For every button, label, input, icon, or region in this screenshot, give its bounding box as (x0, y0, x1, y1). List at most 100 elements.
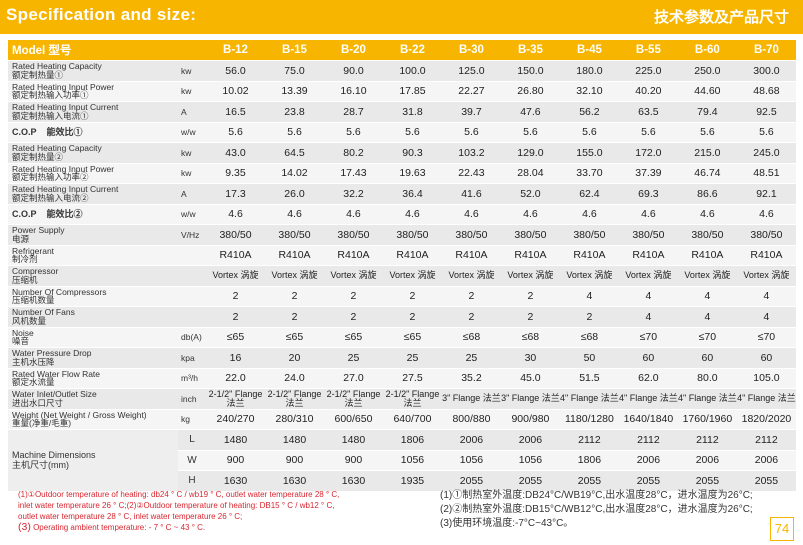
table-header-row: Model 型号 B-12 B-15 B-20 B-22 B-30 B-35 B… (8, 40, 796, 61)
table-cell: 4" Flange 法兰 (677, 388, 737, 410)
table-cell: 2055 (500, 470, 560, 492)
table-row: Water Pressure Drop 主机水压降 kpa 16 20 25 25 25 30 5… (8, 347, 796, 369)
table-cell: 52.0 (500, 183, 560, 205)
table-row: Rated Heating Capacity 额定制热量① kw 56.0 75.0 90… (8, 60, 796, 82)
table-cell: 1480 (323, 429, 383, 451)
table-cell: 23.8 (265, 101, 324, 123)
table-cell: 22.43 (441, 163, 501, 184)
row-label-en: Rated Heating Input Power (12, 81, 115, 92)
row-label-cn: 额定制热输入功率① (12, 90, 89, 101)
row-label-cn: 额定制热输入功率② (12, 172, 89, 183)
table-cell: 5.6 (736, 122, 796, 143)
row-label: Rated Heating Capacity 额定制热量② (8, 142, 178, 164)
table-cell: R410A (323, 245, 383, 266)
table-row: Rated Heating Capacity 额定制热量② kw 43.0 64.5 80… (8, 142, 796, 164)
row-label-en: Rated Heating Input Power (12, 163, 115, 174)
table-cell: 2055 (618, 470, 678, 492)
row-label-en: Noise (12, 327, 34, 338)
row-unit (178, 265, 207, 287)
table-cell: R410A (441, 245, 501, 266)
table-row: Rated Heating Input Current 额定制热输入电流② A 17.… (8, 183, 796, 205)
table-cell: 50 (559, 347, 619, 369)
row-label-cn: 电源 (12, 233, 30, 244)
spec-table: Model 型号 B-12 B-15 B-20 B-22 B-30 B-35 B… (8, 40, 796, 492)
table-cell: 640/700 (382, 409, 442, 430)
row-label-cn: 额定制热输入电流① (12, 110, 89, 121)
table-cell: 13.39 (265, 81, 324, 102)
table-cell: 125.0 (441, 60, 501, 82)
dimension-axis: H (178, 470, 207, 492)
table-cell: 4.6 (265, 204, 324, 225)
table-cell: 40.20 (618, 81, 678, 102)
table-row: Rated Water Flow Rate 额定水流量 m³/h 22.0 24.0 27… (8, 368, 796, 389)
table-cell: 48.51 (736, 163, 796, 184)
table-cell: 1760/1960 (677, 409, 737, 430)
row-label-cn: 压缩机数量 (12, 295, 55, 306)
table-cell: 380/50 (736, 224, 796, 246)
table-cell: R410A (677, 245, 737, 266)
table-cell: 25 (441, 347, 501, 369)
model-header-label: Model 型号 (8, 40, 207, 61)
row-label-en: Power Supply (12, 225, 65, 236)
table-cell: 39.7 (441, 101, 501, 123)
table-cell: 9.35 (206, 163, 265, 184)
table-cell: Vortex 涡旋 (323, 265, 383, 287)
model-col-header: B-20 (323, 40, 383, 61)
page-number: 74 (770, 517, 794, 541)
row-unit: m³/h (178, 368, 207, 389)
table-cell: 129.0 (500, 142, 560, 164)
row-unit: db(A) (178, 327, 207, 348)
table-cell: 600/650 (323, 409, 383, 430)
table-cell: 225.0 (618, 60, 678, 82)
table-cell: 37.39 (618, 163, 678, 184)
table-cell: 2 (500, 306, 560, 328)
table-cell: ≤65 (323, 327, 383, 348)
note-number: (3) (18, 521, 31, 533)
table-cell: 5.6 (618, 122, 678, 143)
table-cell: 62.0 (618, 368, 678, 389)
table-row: Rated Heating Input Power 额定制热输入功率② kw 9.35… (8, 163, 796, 184)
row-label-cn: 主机尺寸(mm) (12, 460, 69, 471)
table-cell: 100.0 (382, 60, 442, 82)
table-cell: 2006 (618, 450, 678, 471)
row-unit (178, 306, 207, 328)
row-label-en: Rated Heating Input Current (12, 184, 119, 195)
table-cell: 5.6 (559, 122, 619, 143)
table-cell: 17.43 (323, 163, 383, 184)
table-cell: 2-1/2" Flange 法兰 (265, 388, 324, 410)
table-cell: 4.6 (206, 204, 265, 225)
row-unit: w/w (178, 122, 207, 143)
table-cell: 22.0 (206, 368, 265, 389)
table-cell: R410A (206, 245, 265, 266)
table-cell: 1640/1840 (618, 409, 678, 430)
table-cell: 35.2 (441, 368, 501, 389)
table-cell: ≤70 (736, 327, 796, 348)
note-line: (3)使用环境温度:-7°C~43°C。 (440, 518, 574, 529)
table-cell: 2006 (500, 429, 560, 451)
table-cell: ≤68 (441, 327, 501, 348)
table-cell: 14.02 (265, 163, 324, 184)
table-cell: 4 (618, 306, 678, 328)
row-label-en: Machine Dimensions (12, 450, 96, 461)
table-cell: Vortex 涡旋 (677, 265, 737, 287)
table-cell: ≤70 (618, 327, 678, 348)
table-cell: 46.74 (677, 163, 737, 184)
table-cell: 2-1/2" Flange 法兰 (323, 388, 383, 410)
row-label: Number Of Fans 风机数量 (8, 306, 178, 328)
row-unit: w/w (178, 204, 207, 225)
table-cell: Vortex 涡旋 (206, 265, 265, 287)
table-cell: 1056 (382, 450, 442, 471)
table-cell: 180.0 (559, 60, 619, 82)
table-row: H 1630 1630 1630 1935 2055 2055 2055 2055 2055 205… (8, 470, 796, 492)
table-cell: 5.6 (265, 122, 324, 143)
row-label-cn: 风机数量 (12, 315, 47, 326)
table-cell: Vortex 涡旋 (441, 265, 501, 287)
row-unit: kw (178, 142, 207, 164)
row-label-en: Number Of Compressors (12, 286, 107, 297)
table-cell: 1630 (206, 470, 265, 492)
table-cell: 380/50 (677, 224, 737, 246)
table-cell: 2 (382, 286, 442, 307)
table-cell: 300.0 (736, 60, 796, 82)
row-label-en: Rated Heating Capacity (12, 61, 102, 72)
table-cell: 86.6 (677, 183, 737, 205)
